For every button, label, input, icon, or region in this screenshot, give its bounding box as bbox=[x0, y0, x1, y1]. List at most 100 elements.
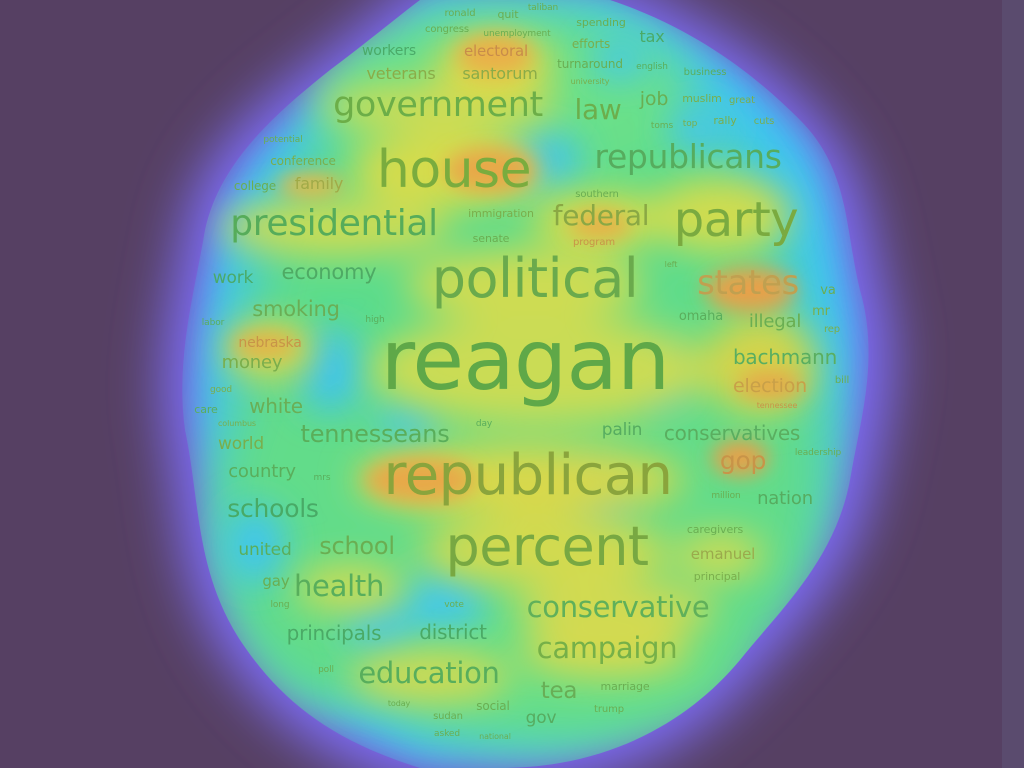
word-unemployment: unemployment bbox=[483, 29, 551, 39]
word-government: government bbox=[333, 85, 543, 125]
word-omaha: omaha bbox=[678, 309, 724, 324]
word-high: high bbox=[365, 315, 385, 325]
word-national: national bbox=[479, 732, 511, 741]
word-today: today bbox=[387, 699, 411, 708]
word-quit: quit bbox=[497, 8, 519, 21]
word-bill: bill bbox=[834, 375, 850, 386]
word-va: va bbox=[820, 283, 836, 298]
word-efforts: efforts bbox=[571, 37, 611, 51]
word-asked: asked bbox=[434, 729, 460, 739]
word-rally: rally bbox=[713, 114, 737, 127]
word-reagan: reagan bbox=[380, 311, 671, 409]
word-money: money bbox=[221, 352, 283, 373]
word-illegal: illegal bbox=[748, 311, 802, 332]
word-turnaround: turnaround bbox=[557, 57, 623, 71]
word-santorum: santorum bbox=[462, 64, 538, 83]
word-muslim: muslim bbox=[682, 92, 722, 105]
word-english: english bbox=[636, 62, 668, 72]
word-rep: rep bbox=[823, 324, 841, 335]
word-campaign: campaign bbox=[536, 631, 678, 665]
word-political: political bbox=[431, 247, 639, 310]
word-university: university bbox=[570, 77, 610, 86]
word-labor: labor bbox=[201, 318, 225, 328]
word-mrs: mrs bbox=[313, 473, 331, 483]
word-nation: nation bbox=[757, 488, 813, 509]
word-million: million bbox=[711, 491, 741, 501]
heat-orange bbox=[233, 35, 802, 502]
word-conservatives: conservatives bbox=[663, 421, 801, 445]
word-federal: federal bbox=[552, 199, 650, 232]
word-white: white bbox=[249, 394, 303, 418]
word-gov: gov bbox=[525, 708, 557, 728]
word-social: social bbox=[476, 699, 510, 713]
word-schools: schools bbox=[227, 494, 319, 523]
word-school: school bbox=[319, 532, 395, 560]
word-vote: vote bbox=[444, 600, 464, 610]
word-toms: toms bbox=[650, 121, 674, 131]
word-united: united bbox=[238, 540, 292, 560]
word-spending: spending bbox=[576, 16, 626, 29]
word-election: election bbox=[733, 375, 807, 397]
word-economy: economy bbox=[281, 260, 377, 284]
word-long: long bbox=[270, 600, 290, 610]
word-law: law bbox=[574, 93, 622, 126]
word-family: family bbox=[294, 174, 344, 193]
word-conservative: conservative bbox=[526, 590, 710, 624]
word-potential: potential bbox=[263, 135, 303, 145]
word-tennessee: tennessee bbox=[756, 401, 798, 410]
word-country: country bbox=[228, 461, 296, 482]
word-electoral: electoral bbox=[463, 42, 529, 60]
word-republican: republican bbox=[383, 443, 674, 508]
word-columbus: columbus bbox=[217, 419, 257, 428]
word-poll: poll bbox=[318, 665, 334, 675]
word-percent: percent bbox=[445, 515, 649, 578]
word-southern: southern bbox=[575, 189, 619, 200]
word-bachmann: bachmann bbox=[732, 345, 838, 369]
word-senate: senate bbox=[472, 232, 510, 245]
word-leadership: leadership bbox=[794, 448, 842, 458]
word-immigration: immigration bbox=[468, 207, 534, 220]
word-mr: mr bbox=[812, 304, 830, 319]
word-education: education bbox=[358, 656, 500, 690]
word-principals: principals bbox=[286, 621, 382, 645]
word-taliban: taliban bbox=[527, 3, 559, 13]
word-tea: tea bbox=[540, 678, 578, 704]
word-cuts: cuts bbox=[753, 116, 775, 127]
word-business: business bbox=[683, 67, 727, 78]
right-edge-band bbox=[1002, 0, 1024, 768]
word-gop: gop bbox=[719, 446, 767, 475]
word-tax: tax bbox=[639, 27, 665, 46]
word-work: work bbox=[212, 268, 254, 288]
word-college: college bbox=[233, 179, 277, 193]
word-party: party bbox=[673, 192, 799, 248]
word-republicans: republicans bbox=[594, 137, 782, 176]
word-gay: gay bbox=[262, 572, 290, 590]
word-good: good bbox=[209, 385, 233, 395]
word-palin: palin bbox=[601, 420, 643, 440]
word-marriage: marriage bbox=[600, 680, 650, 693]
word-sudan: sudan bbox=[433, 711, 463, 722]
word-veterans: veterans bbox=[366, 64, 436, 83]
word-district: district bbox=[419, 620, 487, 644]
word-great: great bbox=[729, 95, 755, 106]
word-workers: workers bbox=[361, 43, 417, 59]
word-world: world bbox=[218, 434, 264, 454]
word-trump: trump bbox=[594, 704, 624, 715]
word-nebraska: nebraska bbox=[238, 335, 302, 351]
word-presidential: presidential bbox=[230, 203, 438, 244]
word-caregivers: caregivers bbox=[686, 523, 744, 536]
word-smoking: smoking bbox=[252, 297, 340, 321]
word-principal: principal bbox=[693, 570, 741, 583]
word-job: job bbox=[639, 88, 669, 110]
word-tennesseans: tennesseans bbox=[300, 420, 450, 448]
word-ronald: ronald bbox=[444, 8, 476, 19]
word-congress: congress bbox=[425, 24, 469, 35]
word-program: program bbox=[573, 237, 615, 248]
word-day: day bbox=[475, 419, 493, 429]
word-left: left bbox=[664, 260, 678, 269]
word-house: house bbox=[376, 140, 532, 200]
word-states: states bbox=[697, 263, 799, 303]
